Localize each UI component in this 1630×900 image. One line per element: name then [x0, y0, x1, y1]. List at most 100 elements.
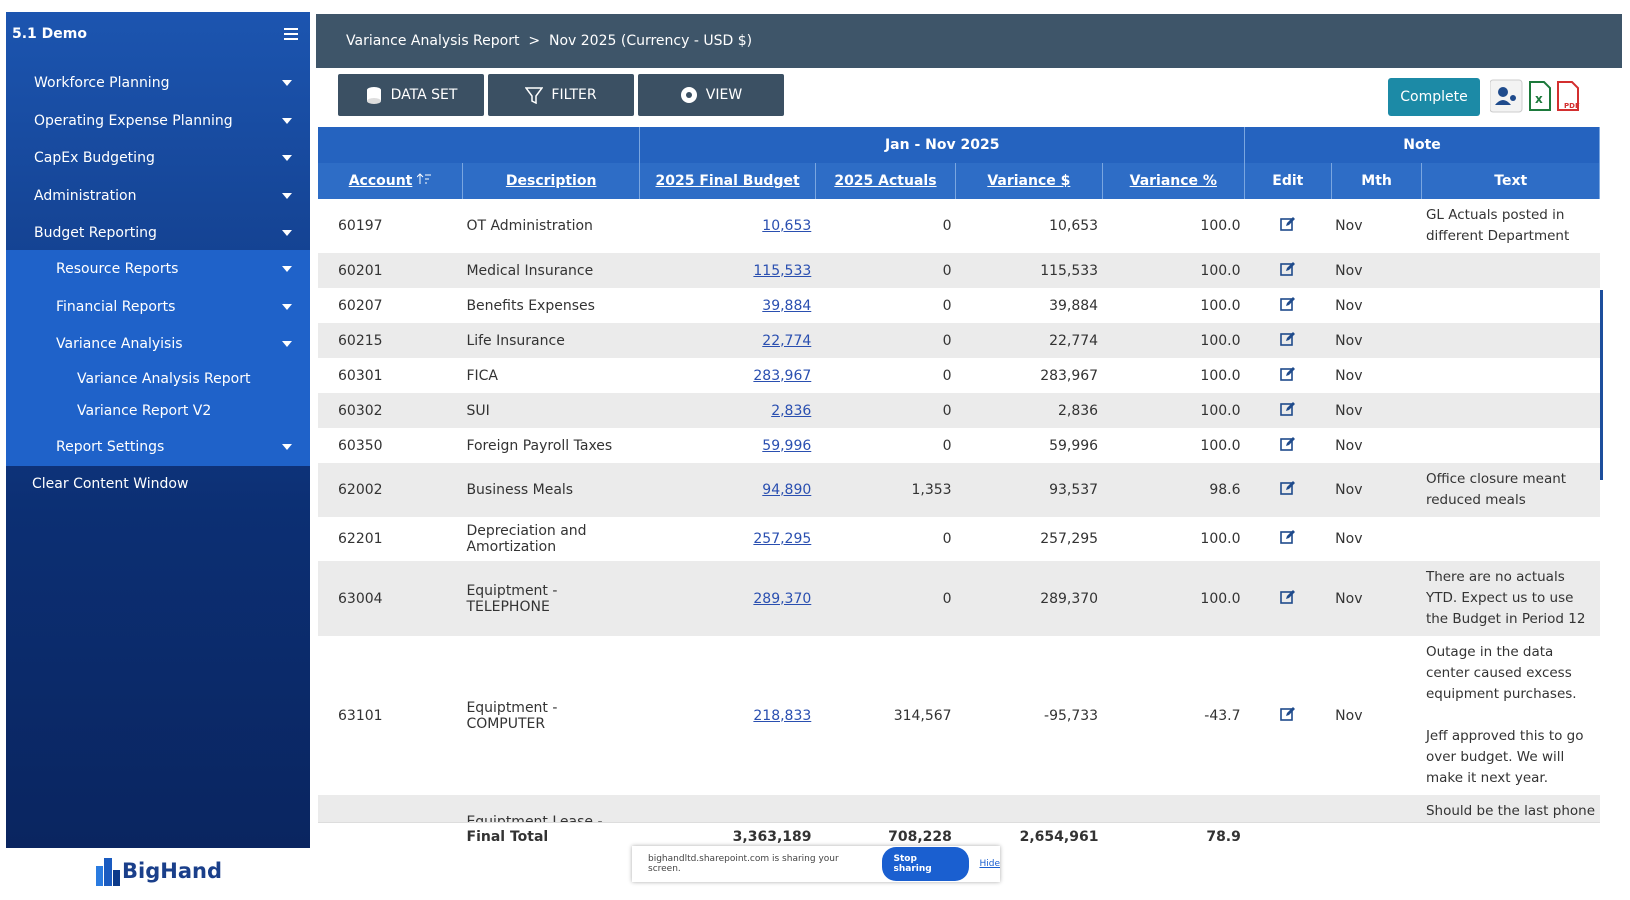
- toolbar-button[interactable]: FILTER: [488, 74, 634, 116]
- edit-icon[interactable]: [1280, 480, 1296, 496]
- note-cell: [1422, 288, 1600, 323]
- menu-item[interactable]: Variance Analyisis: [6, 325, 310, 363]
- edit-icon[interactable]: [1280, 529, 1296, 545]
- budget-cell: 257,295: [640, 517, 815, 561]
- menu-item[interactable]: Workforce Planning: [6, 64, 310, 102]
- budget-link[interactable]: 2,836: [771, 402, 812, 419]
- svg-text:PDF: PDF: [1564, 102, 1580, 110]
- actuals-cell: 0: [815, 323, 956, 358]
- budget-link[interactable]: 59,996: [762, 437, 812, 454]
- menu-toggle[interactable]: [284, 28, 298, 40]
- column-header[interactable]: Description: [462, 163, 641, 199]
- svg-text:x: x: [1535, 92, 1543, 106]
- sort-icon[interactable]: [416, 173, 432, 185]
- budget-link[interactable]: 115,533: [753, 262, 812, 279]
- edit-cell: [1245, 199, 1332, 253]
- menu-item[interactable]: CapEx Budgeting: [6, 139, 310, 177]
- account-cell: 60302: [318, 393, 463, 428]
- budget-link[interactable]: 218,833: [753, 707, 812, 724]
- table-row: 60207 Benefits Expenses 39,884 0 39,884 100.0…: [318, 288, 1600, 323]
- column-header[interactable]: 2025 Final Budget: [639, 163, 816, 199]
- variance-cell: 22,774: [955, 323, 1103, 358]
- menu-item[interactable]: Financial Reports: [6, 288, 310, 326]
- menu-item[interactable]: Clear Content Window: [6, 465, 310, 503]
- description-cell: Depreciation and Amortization: [466, 523, 587, 555]
- complete-button[interactable]: Complete: [1388, 78, 1480, 116]
- column-header: Edit: [1244, 163, 1332, 199]
- budget-link[interactable]: 283,967: [753, 367, 812, 384]
- note-cell: [1421, 253, 1600, 288]
- footer-variance-pct: 78.9: [1206, 829, 1241, 845]
- description-cell: FICA: [466, 367, 498, 384]
- menu-item[interactable]: Operating Expense Planning: [6, 102, 310, 140]
- variance-cell: -95,733: [1044, 707, 1099, 724]
- caret: [282, 118, 292, 124]
- note-cell: GL Actuals posted in different Departmen…: [1425, 207, 1570, 244]
- table-row: 60197 OT Administration 10,653 0 10,653 100.0…: [318, 199, 1600, 253]
- actuals-cell: 314,567: [893, 707, 952, 724]
- menu-label: Workforce Planning: [34, 75, 170, 91]
- table-row: 60350 Foreign Payroll Taxes 59,996 0 59,996 1…: [318, 428, 1600, 463]
- menu-item[interactable]: Budget Reporting: [6, 214, 310, 252]
- stop-sharing-button[interactable]: Stop sharing: [881, 847, 970, 881]
- budget-cell: [639, 795, 816, 822]
- edit-icon[interactable]: [1280, 216, 1296, 232]
- description-cell: SUI: [462, 393, 640, 428]
- footer-budget: 3,363,189: [732, 829, 812, 845]
- variance-pct-cell: 100.0: [1102, 253, 1245, 288]
- variance-pct-cell: 100.0: [1200, 531, 1241, 547]
- edit-icon[interactable]: [1280, 296, 1296, 312]
- excel-icon[interactable]: x: [1529, 81, 1551, 111]
- app-title: 5.1 Demo: [12, 26, 87, 42]
- sidebar: 5.1 Demo Workforce Planning Operating Exp…: [6, 12, 310, 848]
- table-row: 63004 Equiptment - TELEPHONE 289,370 0 289,3…: [318, 561, 1600, 636]
- menu-label: Budget Reporting: [34, 225, 157, 241]
- actuals-cell: 0: [942, 531, 952, 547]
- edit-cell: [1245, 288, 1332, 323]
- edit-icon[interactable]: [1280, 401, 1296, 417]
- menu-label: CapEx Budgeting: [34, 150, 155, 166]
- caret: [282, 193, 292, 199]
- column-header[interactable]: Account: [318, 163, 463, 199]
- edit-icon[interactable]: [1280, 366, 1296, 382]
- account-cell: 60207: [338, 297, 383, 314]
- menu-item[interactable]: Resource Reports: [6, 250, 310, 288]
- table: Jan - Nov 2025 Note Account Description 20…: [318, 127, 1600, 822]
- menu-item[interactable]: Report Settings: [6, 428, 310, 466]
- budget-link[interactable]: 22,774: [762, 332, 812, 349]
- edit-icon[interactable]: [1280, 331, 1296, 347]
- edit-cell: [1244, 253, 1332, 288]
- hide-link[interactable]: Hide: [979, 859, 1000, 869]
- column-label: Edit: [1272, 173, 1304, 189]
- variance-pct-cell: -43.7: [1204, 707, 1241, 724]
- note-cell: Office closure meant reduced meals: [1421, 463, 1600, 517]
- description-cell: Equiptment - COMPUTER: [466, 699, 558, 732]
- dataset-icon: [366, 87, 381, 104]
- budget-link[interactable]: 257,295: [753, 531, 812, 547]
- column-header[interactable]: Variance $: [955, 163, 1103, 199]
- menu-item[interactable]: Administration: [6, 177, 310, 215]
- menu-item[interactable]: Variance Analysis Report: [6, 360, 310, 398]
- scrollbar[interactable]: [1600, 290, 1603, 480]
- budget-link[interactable]: 289,370: [753, 590, 812, 607]
- menu-item[interactable]: Variance Report V2: [6, 392, 310, 430]
- toolbar-button[interactable]: DATA SET: [338, 74, 484, 116]
- brand-icon: [96, 858, 121, 886]
- edit-icon[interactable]: [1280, 589, 1296, 605]
- column-header[interactable]: Variance %: [1102, 163, 1246, 199]
- budget-link[interactable]: 94,890: [762, 482, 812, 498]
- edit-icon[interactable]: [1280, 436, 1296, 452]
- brand-logo: BigHand: [6, 848, 310, 894]
- budget-link[interactable]: 39,884: [762, 297, 812, 314]
- note-cell: [1422, 517, 1600, 561]
- pdf-icon[interactable]: PDF: [1557, 81, 1580, 111]
- column-label: Text: [1494, 173, 1528, 189]
- assign-icon[interactable]: [1490, 79, 1523, 113]
- menu-label: Variance Analyisis: [56, 336, 183, 352]
- budget-link[interactable]: 10,653: [762, 218, 812, 234]
- edit-icon[interactable]: [1280, 706, 1296, 722]
- account-cell: 60197: [338, 218, 383, 234]
- toolbar-button[interactable]: VIEW: [638, 74, 784, 116]
- column-header[interactable]: 2025 Actuals: [815, 163, 957, 199]
- edit-icon[interactable]: [1280, 261, 1296, 277]
